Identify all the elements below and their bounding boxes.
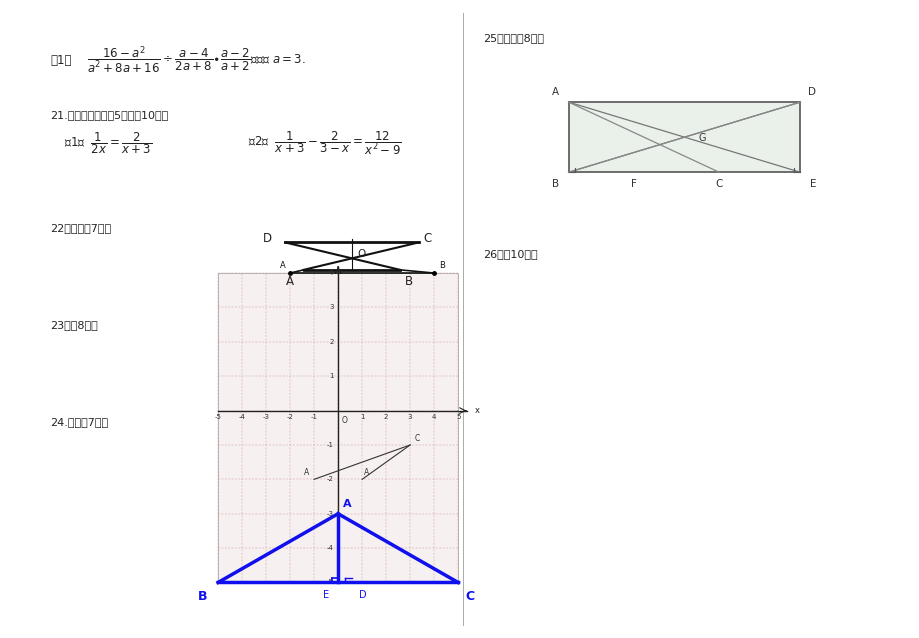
- Text: 26．（10分）: 26．（10分）: [482, 249, 537, 259]
- Text: 5: 5: [456, 415, 460, 420]
- Text: -2: -2: [287, 415, 293, 420]
- Text: （1）  $\dfrac{1}{2x}=\dfrac{2}{x+3}$: （1） $\dfrac{1}{2x}=\dfrac{2}{x+3}$: [64, 131, 153, 156]
- Text: -1: -1: [326, 442, 333, 448]
- Text: B: B: [438, 261, 444, 270]
- Text: D: D: [807, 87, 815, 97]
- Text: 23．（8分）: 23．（8分）: [51, 320, 98, 330]
- Text: 3: 3: [407, 415, 412, 420]
- Text: -1: -1: [311, 415, 317, 420]
- Text: O: O: [342, 416, 347, 425]
- Text: 1: 1: [329, 373, 333, 379]
- Text: 22．（本题7分）: 22．（本题7分）: [51, 223, 111, 233]
- Text: 25、（本题8分）: 25、（本题8分）: [482, 33, 543, 43]
- Text: A: A: [304, 468, 309, 477]
- Text: 4: 4: [432, 415, 436, 420]
- Text: O: O: [357, 249, 365, 259]
- Text: （1）: （1）: [51, 54, 72, 67]
- Text: A: A: [551, 87, 559, 97]
- Text: F: F: [630, 179, 636, 189]
- Text: （2）  $\dfrac{1}{x+3}-\dfrac{2}{3-x}=\dfrac{12}{x^2-9}$: （2） $\dfrac{1}{x+3}-\dfrac{2}{3-x}=\dfra…: [248, 130, 402, 158]
- Bar: [568, 102, 800, 172]
- Text: C: C: [465, 590, 474, 603]
- Text: B: B: [198, 590, 207, 603]
- Text: 21.解方程（每小题5分，共10分）: 21.解方程（每小题5分，共10分）: [51, 110, 169, 120]
- Text: 24.（本题7分）: 24.（本题7分）: [51, 417, 108, 427]
- Text: A: A: [279, 261, 285, 270]
- Text: G: G: [698, 133, 705, 144]
- FancyBboxPatch shape: [218, 273, 458, 582]
- Text: C: C: [414, 434, 420, 443]
- Text: 2: 2: [383, 415, 388, 420]
- Text: -4: -4: [238, 415, 245, 420]
- Text: B: B: [551, 179, 559, 189]
- Text: -3: -3: [262, 415, 269, 420]
- Text: -3: -3: [326, 511, 333, 517]
- Text: 1: 1: [359, 415, 364, 420]
- Text: E: E: [323, 590, 329, 600]
- Text: E: E: [809, 179, 815, 189]
- Text: D: D: [358, 590, 367, 600]
- Text: C: C: [715, 179, 722, 189]
- Text: 4: 4: [329, 270, 333, 276]
- Text: 3: 3: [329, 304, 333, 311]
- Text: -5: -5: [326, 579, 333, 586]
- Text: A: A: [286, 275, 294, 288]
- Text: B: B: [404, 275, 413, 288]
- Text: -2: -2: [326, 477, 333, 482]
- Text: -4: -4: [326, 545, 333, 551]
- Text: -5: -5: [214, 415, 221, 420]
- Text: D: D: [263, 232, 272, 245]
- Text: C: C: [423, 232, 431, 245]
- Text: A: A: [364, 468, 369, 477]
- Text: x: x: [474, 406, 479, 415]
- Text: 2: 2: [329, 339, 333, 345]
- Text: $\dfrac{16-a^2}{a^2+8a+16} \div \dfrac{a-4}{2a+8}{\bullet}\dfrac{a-2}{a+2}$，其中 $: $\dfrac{16-a^2}{a^2+8a+16} \div \dfrac{a…: [87, 45, 306, 77]
- Text: A: A: [342, 499, 351, 508]
